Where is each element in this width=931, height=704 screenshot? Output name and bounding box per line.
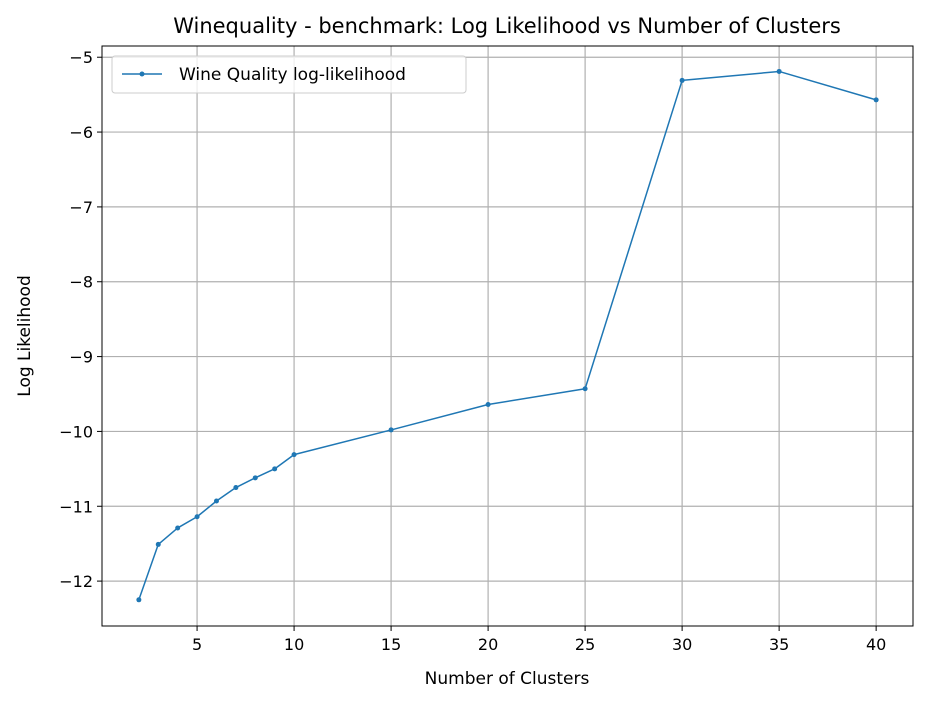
data-point — [252, 475, 258, 481]
grid-lines — [102, 46, 913, 626]
data-point — [155, 541, 161, 547]
data-point — [233, 485, 239, 491]
legend-box — [111, 55, 467, 94]
y-tick-label: −9 — [69, 348, 93, 367]
y-tick-label: −7 — [69, 198, 93, 217]
legend-marker-icon — [139, 71, 145, 77]
x-tick-label: 5 — [192, 635, 202, 654]
y-axis-label: Log Likelihood — [15, 275, 35, 396]
data-point — [776, 68, 782, 74]
chart-title: Winequality - benchmark: Log Likelihood … — [173, 14, 841, 38]
x-tick-label: 30 — [672, 635, 692, 654]
data-point — [194, 514, 200, 520]
legend-label: Wine Quality log-likelihood — [179, 65, 406, 85]
data-point — [291, 452, 297, 458]
plot-area-frame — [101, 45, 914, 627]
data-point — [582, 386, 588, 392]
x-tick-label: 10 — [284, 635, 304, 654]
y-tick-label: −11 — [59, 497, 93, 516]
y-tick-label: −12 — [59, 572, 93, 591]
x-axis: 5 10 15 20 25 30 35 40 — [192, 626, 886, 654]
data-point — [388, 427, 394, 433]
y-tick-label: −5 — [69, 48, 93, 67]
data-point — [272, 466, 278, 472]
y-tick-label: −10 — [59, 422, 93, 441]
data-point — [213, 498, 219, 504]
y-tick-label: −6 — [69, 123, 93, 142]
x-tick-label: 25 — [575, 635, 595, 654]
data-point — [679, 77, 685, 83]
y-axis: −12 −11 −10 −9 −8 −7 −6 −5 — [59, 48, 102, 591]
series-layer — [136, 68, 879, 603]
x-axis-label: Number of Clusters — [425, 669, 590, 689]
data-point — [873, 97, 879, 103]
data-point — [175, 525, 181, 531]
data-point — [485, 401, 491, 407]
x-tick-label: 35 — [769, 635, 789, 654]
x-tick-label: 40 — [866, 635, 886, 654]
x-tick-label: 20 — [478, 635, 498, 654]
x-tick-label: 15 — [381, 635, 401, 654]
data-point — [136, 597, 142, 603]
legend: Wine Quality log-likelihood — [111, 55, 467, 94]
series-line — [138, 70, 877, 601]
y-tick-label: −8 — [69, 273, 93, 292]
